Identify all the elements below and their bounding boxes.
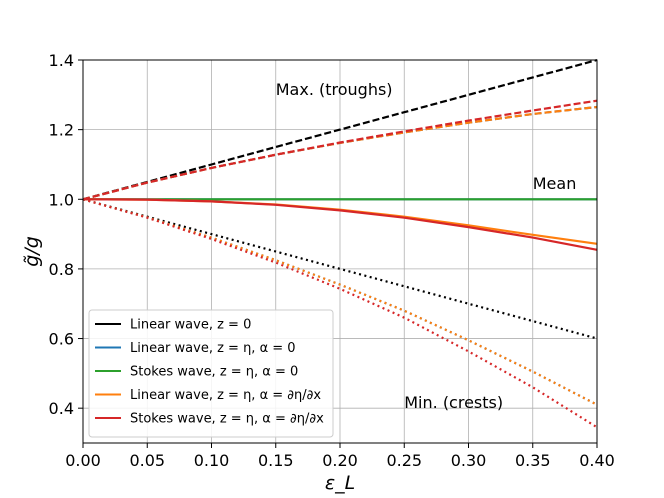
- legend-label: Linear wave, z = η, α = ∂η/∂x: [130, 388, 321, 403]
- series-line-max: [82, 99, 598, 201]
- x-tick-label: 0.05: [129, 451, 165, 470]
- x-tick-label: 0.15: [258, 451, 294, 470]
- x-tick-label: 0.30: [451, 451, 487, 470]
- x-tick-label: 0.10: [194, 451, 230, 470]
- annotation-label: Min. (crests): [404, 393, 503, 412]
- legend-label: Linear wave, z = η, α = 0: [130, 341, 296, 356]
- y-tick-label: 1.0: [49, 190, 74, 209]
- legend: Linear wave, z = 0 Linear wave, z = η, α …: [88, 309, 334, 438]
- y-axis-label: g̃/g: [21, 236, 43, 267]
- legend-label: Stokes wave, z = η, α = ∂η/∂x: [130, 412, 324, 427]
- x-tick-label: 0.00: [65, 451, 101, 470]
- legend-label: Stokes wave, z = η, α = 0: [130, 365, 298, 380]
- annotation-label: Mean: [533, 174, 577, 193]
- y-tick-label: 0.8: [49, 260, 74, 279]
- series-line-min: [82, 198, 598, 340]
- annotations: Max. (troughs) Mean Min. (crests): [276, 80, 577, 412]
- x-tick-label: 0.20: [322, 451, 358, 470]
- axis-ticks: 0.00 0.05 0.10 0.15 0.20 0.25 0.30 0.35 0.40 0.4 0…: [49, 51, 615, 470]
- annotation-label: Max. (troughs): [276, 80, 393, 99]
- axis-labels: ε_L g̃/g: [21, 236, 355, 494]
- y-tick-label: 0.6: [49, 330, 74, 349]
- series-layer: [82, 58, 598, 429]
- x-tick-label: 0.35: [515, 451, 551, 470]
- x-tick-label: 0.40: [579, 451, 615, 470]
- y-tick-label: 1.2: [49, 121, 74, 140]
- series-line-min: [82, 198, 598, 429]
- legend-box: [88, 309, 334, 438]
- legend-label: Linear wave, z = 0: [130, 318, 251, 333]
- x-tick-label: 0.25: [386, 451, 422, 470]
- series-line-max: [82, 58, 598, 201]
- y-tick-label: 0.4: [49, 399, 74, 418]
- x-axis-label: ε_L: [325, 472, 355, 494]
- y-tick-label: 1.4: [49, 51, 74, 70]
- series-line-mean: [82, 198, 598, 251]
